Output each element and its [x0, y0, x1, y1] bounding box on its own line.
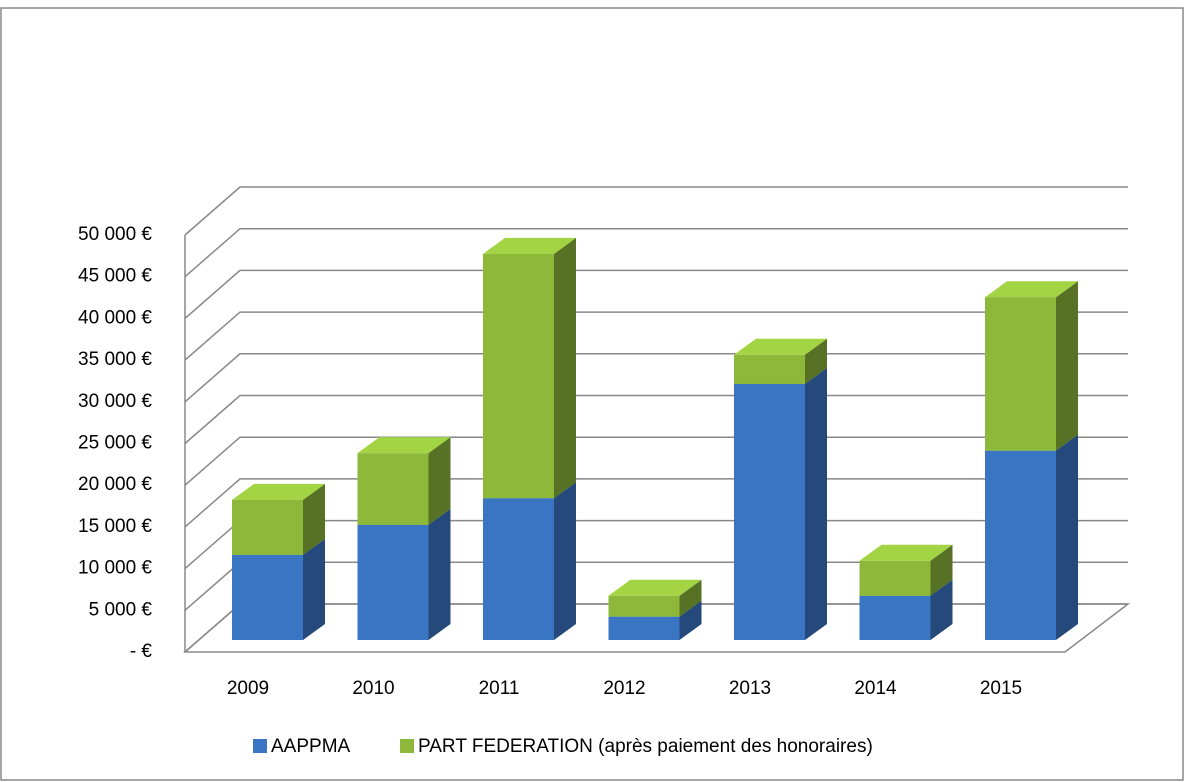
- bar: [859, 595, 931, 640]
- bar: [608, 616, 680, 640]
- bar: [357, 524, 429, 640]
- bar: [734, 354, 805, 384]
- x-tick-label: 2012: [603, 678, 645, 699]
- grid-line: [184, 227, 1128, 278]
- bar: [232, 554, 303, 640]
- x-tick-label: 2010: [352, 678, 394, 699]
- y-tick-label: 50 000 €: [78, 224, 152, 245]
- bar-side: [554, 482, 576, 640]
- y-tick-label: 45 000 €: [78, 266, 152, 287]
- bar-side: [930, 579, 953, 640]
- legend-swatch: [400, 739, 414, 753]
- grid-line: [184, 394, 1128, 445]
- y-tick-label: 15 000 €: [78, 516, 152, 537]
- y-tick-label: 10 000 €: [78, 558, 152, 579]
- bar-top: [608, 579, 702, 596]
- grid-line: [184, 478, 1128, 528]
- bar: [985, 297, 1056, 451]
- grid-line: [184, 436, 1128, 486]
- legend-label: AAPPMA: [271, 736, 351, 757]
- bar-side: [930, 544, 953, 596]
- y-tick-label: 20 000 €: [78, 474, 152, 495]
- bar: [232, 499, 303, 555]
- bar-side: [554, 237, 576, 499]
- x-tick-label: 2014: [854, 678, 897, 699]
- bar: [357, 453, 429, 525]
- bar-side: [303, 538, 325, 640]
- grid-line: [184, 269, 1128, 319]
- bar-top: [483, 237, 576, 254]
- bar-side: [805, 367, 827, 640]
- bar-top: [357, 437, 451, 454]
- x-tick-label: 2015: [980, 678, 1022, 699]
- bar: [859, 560, 931, 596]
- grid-line: [184, 186, 1128, 236]
- x-tick-label: 2011: [479, 678, 520, 699]
- bar-side: [679, 600, 702, 640]
- bar-top: [859, 544, 953, 561]
- legend-swatch: [253, 739, 267, 753]
- bar: [483, 253, 554, 499]
- bar-side: [428, 437, 451, 525]
- bar-top: [985, 281, 1078, 298]
- bar-side: [805, 338, 827, 384]
- bar-side: [679, 579, 702, 617]
- bar: [734, 383, 805, 640]
- legend-label: PART FEDERATION (après paiement des hono…: [418, 736, 873, 757]
- bar-top: [734, 338, 827, 355]
- bar: [985, 450, 1056, 640]
- x-tick-label: 2013: [729, 678, 771, 699]
- bar: [483, 498, 554, 640]
- bar-side: [303, 483, 325, 555]
- y-tick-label: - €: [130, 641, 153, 662]
- bar-side: [428, 508, 451, 640]
- y-tick-label: 30 000 €: [78, 391, 152, 412]
- bar-side: [1056, 434, 1078, 640]
- y-tick-label: 25 000 €: [78, 433, 152, 454]
- grid-line: [184, 353, 1128, 403]
- y-tick-label: 5 000 €: [89, 599, 153, 620]
- y-tick-label: 35 000 €: [78, 349, 152, 370]
- bar: [608, 595, 680, 617]
- x-tick-label: 2009: [227, 678, 269, 699]
- grid-line: [184, 311, 1128, 361]
- bar-side: [1056, 281, 1078, 451]
- y-tick-label: 40 000 €: [78, 307, 152, 328]
- bar-top: [232, 483, 325, 500]
